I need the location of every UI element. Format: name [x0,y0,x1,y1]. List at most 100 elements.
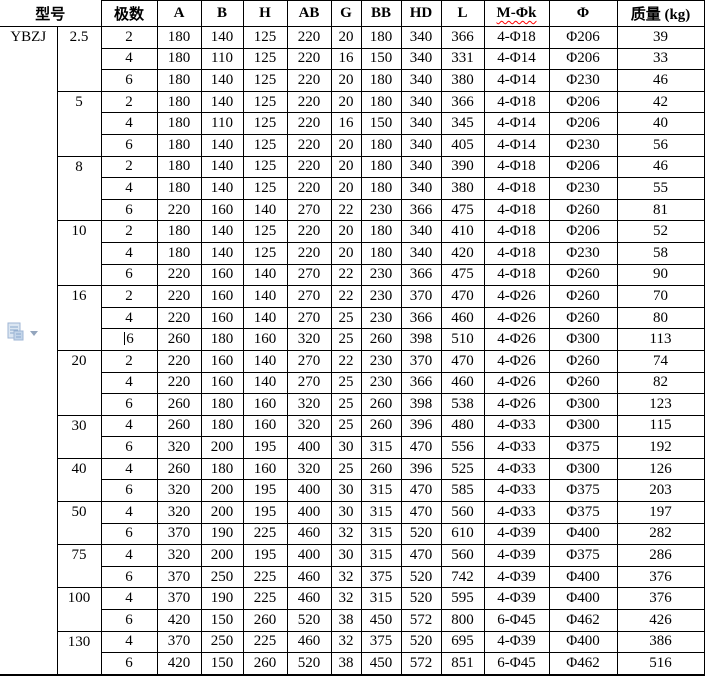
value-cell[interactable]: 4-Φ33 [483,414,550,438]
value-cell[interactable]: 340 [400,177,442,200]
value-cell[interactable]: 4-Φ18 [483,220,550,243]
value-cell[interactable]: 32 [330,630,362,654]
value-cell[interactable]: 366 [400,371,442,395]
size-cell[interactable]: 40 [56,457,102,503]
value-cell[interactable]: 4-Φ39 [483,522,550,546]
value-cell[interactable]: 460 [440,371,485,395]
value-cell[interactable]: Φ206 [548,90,618,114]
poles-cell[interactable]: 6 [100,609,158,632]
value-cell[interactable]: 390 [440,155,485,179]
value-cell[interactable]: 400 [286,544,332,567]
value-cell[interactable]: 376 [616,587,705,611]
value-cell[interactable]: 22 [330,285,362,308]
value-cell[interactable]: 286 [616,544,705,567]
value-cell[interactable]: 123 [616,393,705,416]
value-cell[interactable]: Φ300 [548,328,618,351]
value-cell[interactable]: 315 [360,501,402,524]
value-cell[interactable]: 190 [200,587,244,611]
value-cell[interactable]: 20 [330,69,362,92]
value-cell[interactable]: 30 [330,479,362,503]
value-cell[interactable]: 140 [242,263,288,287]
value-cell[interactable]: 150 [200,652,244,676]
poles-cell[interactable]: 4 [100,112,158,135]
value-cell[interactable]: 180 [156,220,202,243]
value-cell[interactable]: 340 [400,47,442,71]
value-cell[interactable]: 4-Φ18 [483,155,550,179]
value-cell[interactable]: 195 [242,501,288,524]
value-cell[interactable]: 4-Φ14 [483,112,550,135]
value-cell[interactable]: 370 [156,630,202,654]
value-cell[interactable]: 572 [400,609,442,632]
value-cell[interactable]: 315 [360,436,402,459]
value-cell[interactable]: 315 [360,587,402,611]
poles-cell[interactable]: 4 [100,544,158,567]
value-cell[interactable]: 25 [330,328,362,351]
value-cell[interactable]: 370 [400,349,442,373]
size-cell[interactable]: 16 [56,285,102,351]
value-cell[interactable]: 270 [286,371,332,395]
value-cell[interactable]: 4-Φ26 [483,371,550,395]
value-cell[interactable]: Φ260 [548,306,618,330]
value-cell[interactable]: 30 [330,436,362,459]
value-cell[interactable]: 20 [330,133,362,157]
value-cell[interactable]: 398 [400,393,442,416]
value-cell[interactable]: Φ375 [548,479,618,503]
value-cell[interactable]: 195 [242,436,288,459]
value-cell[interactable]: 200 [200,479,244,503]
value-cell[interactable]: 126 [616,457,705,481]
size-cell[interactable]: 130 [56,630,102,676]
value-cell[interactable]: 220 [156,198,202,222]
value-cell[interactable]: 320 [156,479,202,503]
value-cell[interactable]: 510 [440,328,485,351]
value-cell[interactable]: 320 [286,457,332,481]
value-cell[interactable]: 520 [400,630,442,654]
value-cell[interactable]: 270 [286,263,332,287]
value-cell[interactable]: 260 [156,328,202,351]
value-cell[interactable]: Φ260 [548,371,618,395]
value-cell[interactable]: 58 [616,241,705,265]
poles-cell[interactable]: 4 [100,501,158,524]
value-cell[interactable]: 20 [330,177,362,200]
value-cell[interactable]: 20 [330,220,362,243]
header-col-weight[interactable]: 质量 (kg) [616,0,705,27]
value-cell[interactable]: 140 [200,220,244,243]
value-cell[interactable]: 180 [360,155,402,179]
value-cell[interactable]: 260 [156,457,202,481]
value-cell[interactable]: 180 [360,177,402,200]
value-cell[interactable]: 180 [200,393,244,416]
value-cell[interactable]: Φ260 [548,198,618,222]
poles-cell[interactable]: 6 [100,328,158,351]
value-cell[interactable]: 160 [200,198,244,222]
poles-cell[interactable]: 6 [100,652,158,676]
value-cell[interactable]: 400 [286,501,332,524]
value-cell[interactable]: 340 [400,133,442,157]
value-cell[interactable]: 32 [330,565,362,589]
header-col-MPhiK[interactable]: M-Φk [483,0,550,27]
value-cell[interactable]: 113 [616,328,705,351]
value-cell[interactable]: 800 [440,609,485,632]
value-cell[interactable]: 270 [286,285,332,308]
value-cell[interactable]: 470 [440,349,485,373]
value-cell[interactable]: 220 [286,112,332,135]
value-cell[interactable]: 180 [360,26,402,49]
header-model[interactable]: 型号 [0,0,102,27]
value-cell[interactable]: Φ230 [548,241,618,265]
size-cell[interactable]: 50 [56,501,102,546]
value-cell[interactable]: 4-Φ39 [483,630,550,654]
value-cell[interactable]: 160 [200,306,244,330]
value-cell[interactable]: 110 [200,112,244,135]
value-cell[interactable]: 140 [200,155,244,179]
value-cell[interactable]: 595 [440,587,485,611]
value-cell[interactable]: 426 [616,609,705,632]
value-cell[interactable]: 160 [200,263,244,287]
value-cell[interactable]: 366 [440,90,485,114]
value-cell[interactable]: 180 [360,90,402,114]
value-cell[interactable]: 560 [440,544,485,567]
value-cell[interactable]: 315 [360,479,402,503]
value-cell[interactable]: 340 [400,220,442,243]
value-cell[interactable]: 4-Φ26 [483,328,550,351]
value-cell[interactable]: 180 [200,457,244,481]
value-cell[interactable]: 125 [242,241,288,265]
size-cell[interactable]: 2.5 [56,26,102,92]
value-cell[interactable]: 125 [242,220,288,243]
